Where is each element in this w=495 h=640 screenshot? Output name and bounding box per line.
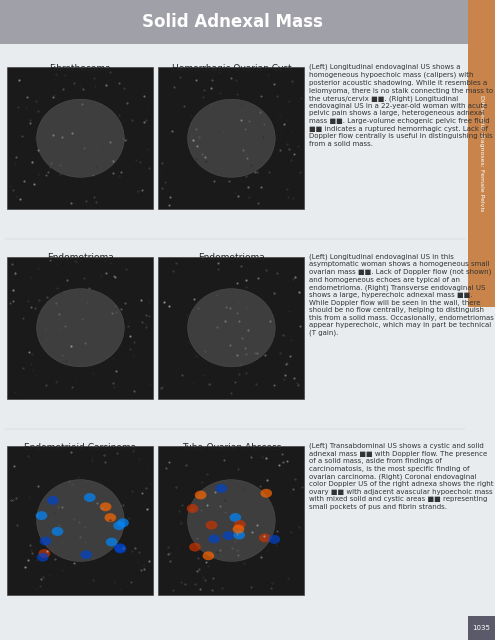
Ellipse shape [215,484,227,493]
Ellipse shape [234,531,245,540]
Bar [468,616,495,640]
Text: Fibrothecoma: Fibrothecoma [50,64,111,73]
Text: Endometrioma: Endometrioma [47,253,114,262]
Ellipse shape [106,538,117,547]
Ellipse shape [104,513,116,522]
Ellipse shape [117,518,129,527]
Ellipse shape [189,543,201,552]
Ellipse shape [259,533,271,542]
Ellipse shape [202,552,214,560]
Ellipse shape [208,534,220,543]
Ellipse shape [188,479,275,561]
Text: Solid Adnexal Mass: Solid Adnexal Mass [142,13,323,31]
Text: 1035: 1035 [472,625,491,631]
Ellipse shape [37,99,124,177]
Ellipse shape [51,527,63,536]
Text: Tubo-Ovarian Abscess: Tubo-Ovarian Abscess [182,443,281,452]
Ellipse shape [188,289,275,367]
Bar [158,257,304,399]
Ellipse shape [37,479,124,561]
Ellipse shape [47,496,59,505]
Ellipse shape [40,536,51,545]
Bar [158,67,304,209]
Ellipse shape [188,99,275,177]
Text: Endometrioid Carcinoma: Endometrioid Carcinoma [24,443,137,452]
Ellipse shape [84,493,96,502]
Text: Differential Diagnoses: Female Pelvis: Differential Diagnoses: Female Pelvis [479,95,484,212]
Ellipse shape [234,520,246,529]
Ellipse shape [113,521,125,530]
Ellipse shape [195,490,206,499]
Ellipse shape [233,525,244,534]
Text: (Left) Transabdominal US shows a cystic and solid adnexal mass ■■ with Doppler f: (Left) Transabdominal US shows a cystic … [309,443,494,510]
Ellipse shape [115,545,126,554]
Ellipse shape [39,549,50,558]
Bar [468,0,495,307]
Ellipse shape [222,531,234,540]
Text: (Left) Longitudinal endovaginal US in this asymptomatic woman shows a homogeneou: (Left) Longitudinal endovaginal US in th… [309,253,494,337]
Ellipse shape [36,511,48,520]
Bar [7,446,153,595]
Ellipse shape [260,489,272,498]
Ellipse shape [187,504,198,513]
Bar [0,0,468,44]
Ellipse shape [37,289,124,367]
Ellipse shape [80,550,92,559]
Ellipse shape [100,502,111,511]
Bar [468,307,495,640]
Text: (Left) Longitudinal endovaginal US shows a homogeneous hypoechoic mass (calipers: (Left) Longitudinal endovaginal US shows… [309,64,494,147]
Bar [7,257,153,399]
Text: Hemorrhagic Ovarian Cyst: Hemorrhagic Ovarian Cyst [172,64,291,73]
Ellipse shape [268,535,280,544]
Text: Endometrioma: Endometrioma [198,253,265,262]
Ellipse shape [206,521,217,530]
Bar [158,446,304,595]
Ellipse shape [37,553,49,562]
Ellipse shape [230,513,241,522]
Ellipse shape [114,543,126,552]
Bar [7,67,153,209]
